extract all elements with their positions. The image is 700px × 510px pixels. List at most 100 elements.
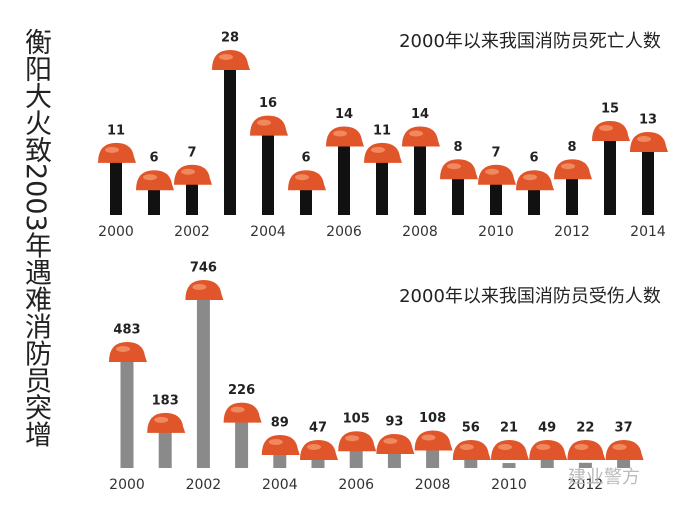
helmet-icon <box>326 126 364 147</box>
helmet-highlight <box>371 146 385 153</box>
value-label: 6 <box>149 151 158 166</box>
bar <box>158 424 172 468</box>
helmet-icon <box>250 115 288 136</box>
value-label: 746 <box>190 261 217 276</box>
helmet-highlight <box>192 284 207 290</box>
helmet-icon <box>567 440 606 460</box>
value-label: 21 <box>500 421 518 436</box>
watermark: 建业警方 <box>568 467 640 488</box>
value-label: 37 <box>615 421 633 436</box>
x-tick-label: 2002 <box>174 224 210 240</box>
helmet-highlight <box>383 438 398 445</box>
value-label: 7 <box>491 145 500 160</box>
x-tick-label: 2012 <box>554 224 590 240</box>
bar <box>338 138 350 215</box>
bar <box>452 171 464 215</box>
value-label: 13 <box>639 112 657 127</box>
helmet-icon <box>630 131 668 152</box>
helmet-highlight <box>536 444 551 450</box>
helmet-highlight <box>268 439 283 446</box>
value-label: 47 <box>309 421 327 436</box>
helmet-highlight <box>485 168 499 175</box>
helmet-icon <box>300 440 338 460</box>
helmet-highlight <box>599 125 613 132</box>
helmet-icon <box>223 402 262 423</box>
helmet-icon <box>554 159 592 180</box>
value-label: 22 <box>576 421 594 436</box>
helmet-icon <box>440 159 478 180</box>
bar <box>528 182 540 215</box>
bar <box>224 62 236 215</box>
value-label: 108 <box>419 411 446 426</box>
helmet-icon <box>174 164 212 185</box>
helmet-highlight <box>257 119 271 126</box>
bar <box>642 143 654 215</box>
helmet-highlight <box>143 174 157 181</box>
side-title: 衡阳大火致2003年遇难消防员突增 <box>20 28 51 448</box>
bar <box>196 292 210 468</box>
helmet-highlight <box>116 346 130 353</box>
value-label: 93 <box>385 415 403 430</box>
bar <box>376 154 388 215</box>
bar <box>578 462 592 468</box>
x-tick-label: 2006 <box>326 224 362 240</box>
helmet-highlight <box>447 163 461 170</box>
chart-title: 2000年以来我国消防员受伤人数 <box>399 286 661 307</box>
helmet-icon <box>338 431 377 452</box>
bar <box>540 456 554 468</box>
helmet-icon <box>592 121 630 142</box>
value-label: 56 <box>462 421 480 436</box>
bar <box>566 171 578 215</box>
chart-title: 2000年以来我国消防员死亡人数 <box>399 31 661 52</box>
value-label: 6 <box>529 151 538 166</box>
helmet-icon <box>261 435 300 456</box>
helmet-highlight <box>154 416 169 423</box>
bar <box>120 354 134 468</box>
helmet-icon <box>212 50 250 70</box>
helmet-highlight <box>333 130 347 137</box>
value-label: 105 <box>343 412 370 427</box>
helmet-icon <box>516 170 554 191</box>
x-tick-label: 2004 <box>250 224 286 240</box>
value-label: 183 <box>152 393 179 408</box>
bar <box>604 133 616 215</box>
x-tick-label: 2006 <box>338 477 374 493</box>
value-label: 28 <box>221 31 239 46</box>
value-label: 483 <box>113 323 140 338</box>
helmet-highlight <box>409 130 423 137</box>
bar <box>617 459 631 468</box>
x-tick-label: 2010 <box>478 224 514 240</box>
bar <box>262 127 274 215</box>
helmet-highlight <box>345 435 360 442</box>
helmet-icon <box>478 164 516 185</box>
value-label: 16 <box>259 96 277 111</box>
helmet-highlight <box>561 163 575 170</box>
bar <box>148 182 160 215</box>
bar <box>186 176 198 215</box>
helmet-highlight <box>295 174 309 181</box>
helmet-highlight <box>181 168 195 175</box>
value-label: 14 <box>411 107 429 122</box>
helmet-highlight <box>637 135 651 142</box>
x-tick-label: 2000 <box>109 477 145 493</box>
helmet-icon <box>605 440 644 460</box>
x-tick-label: 2012 <box>568 477 604 493</box>
helmet-icon <box>288 170 326 191</box>
value-label: 11 <box>107 123 125 138</box>
helmet-icon <box>364 142 402 163</box>
helmet-highlight <box>523 174 537 181</box>
helmet-highlight <box>219 54 233 60</box>
value-label: 226 <box>228 383 255 398</box>
bar <box>502 463 516 468</box>
bar <box>414 138 426 215</box>
value-label: 7 <box>187 145 196 160</box>
bar <box>490 176 502 215</box>
value-label: 8 <box>453 140 462 155</box>
helmet-highlight <box>421 434 436 441</box>
helmet-icon <box>414 430 453 451</box>
value-label: 15 <box>601 102 619 117</box>
helmet-icon <box>109 342 147 363</box>
helmet-highlight <box>612 444 627 450</box>
helmet-icon <box>491 440 529 460</box>
